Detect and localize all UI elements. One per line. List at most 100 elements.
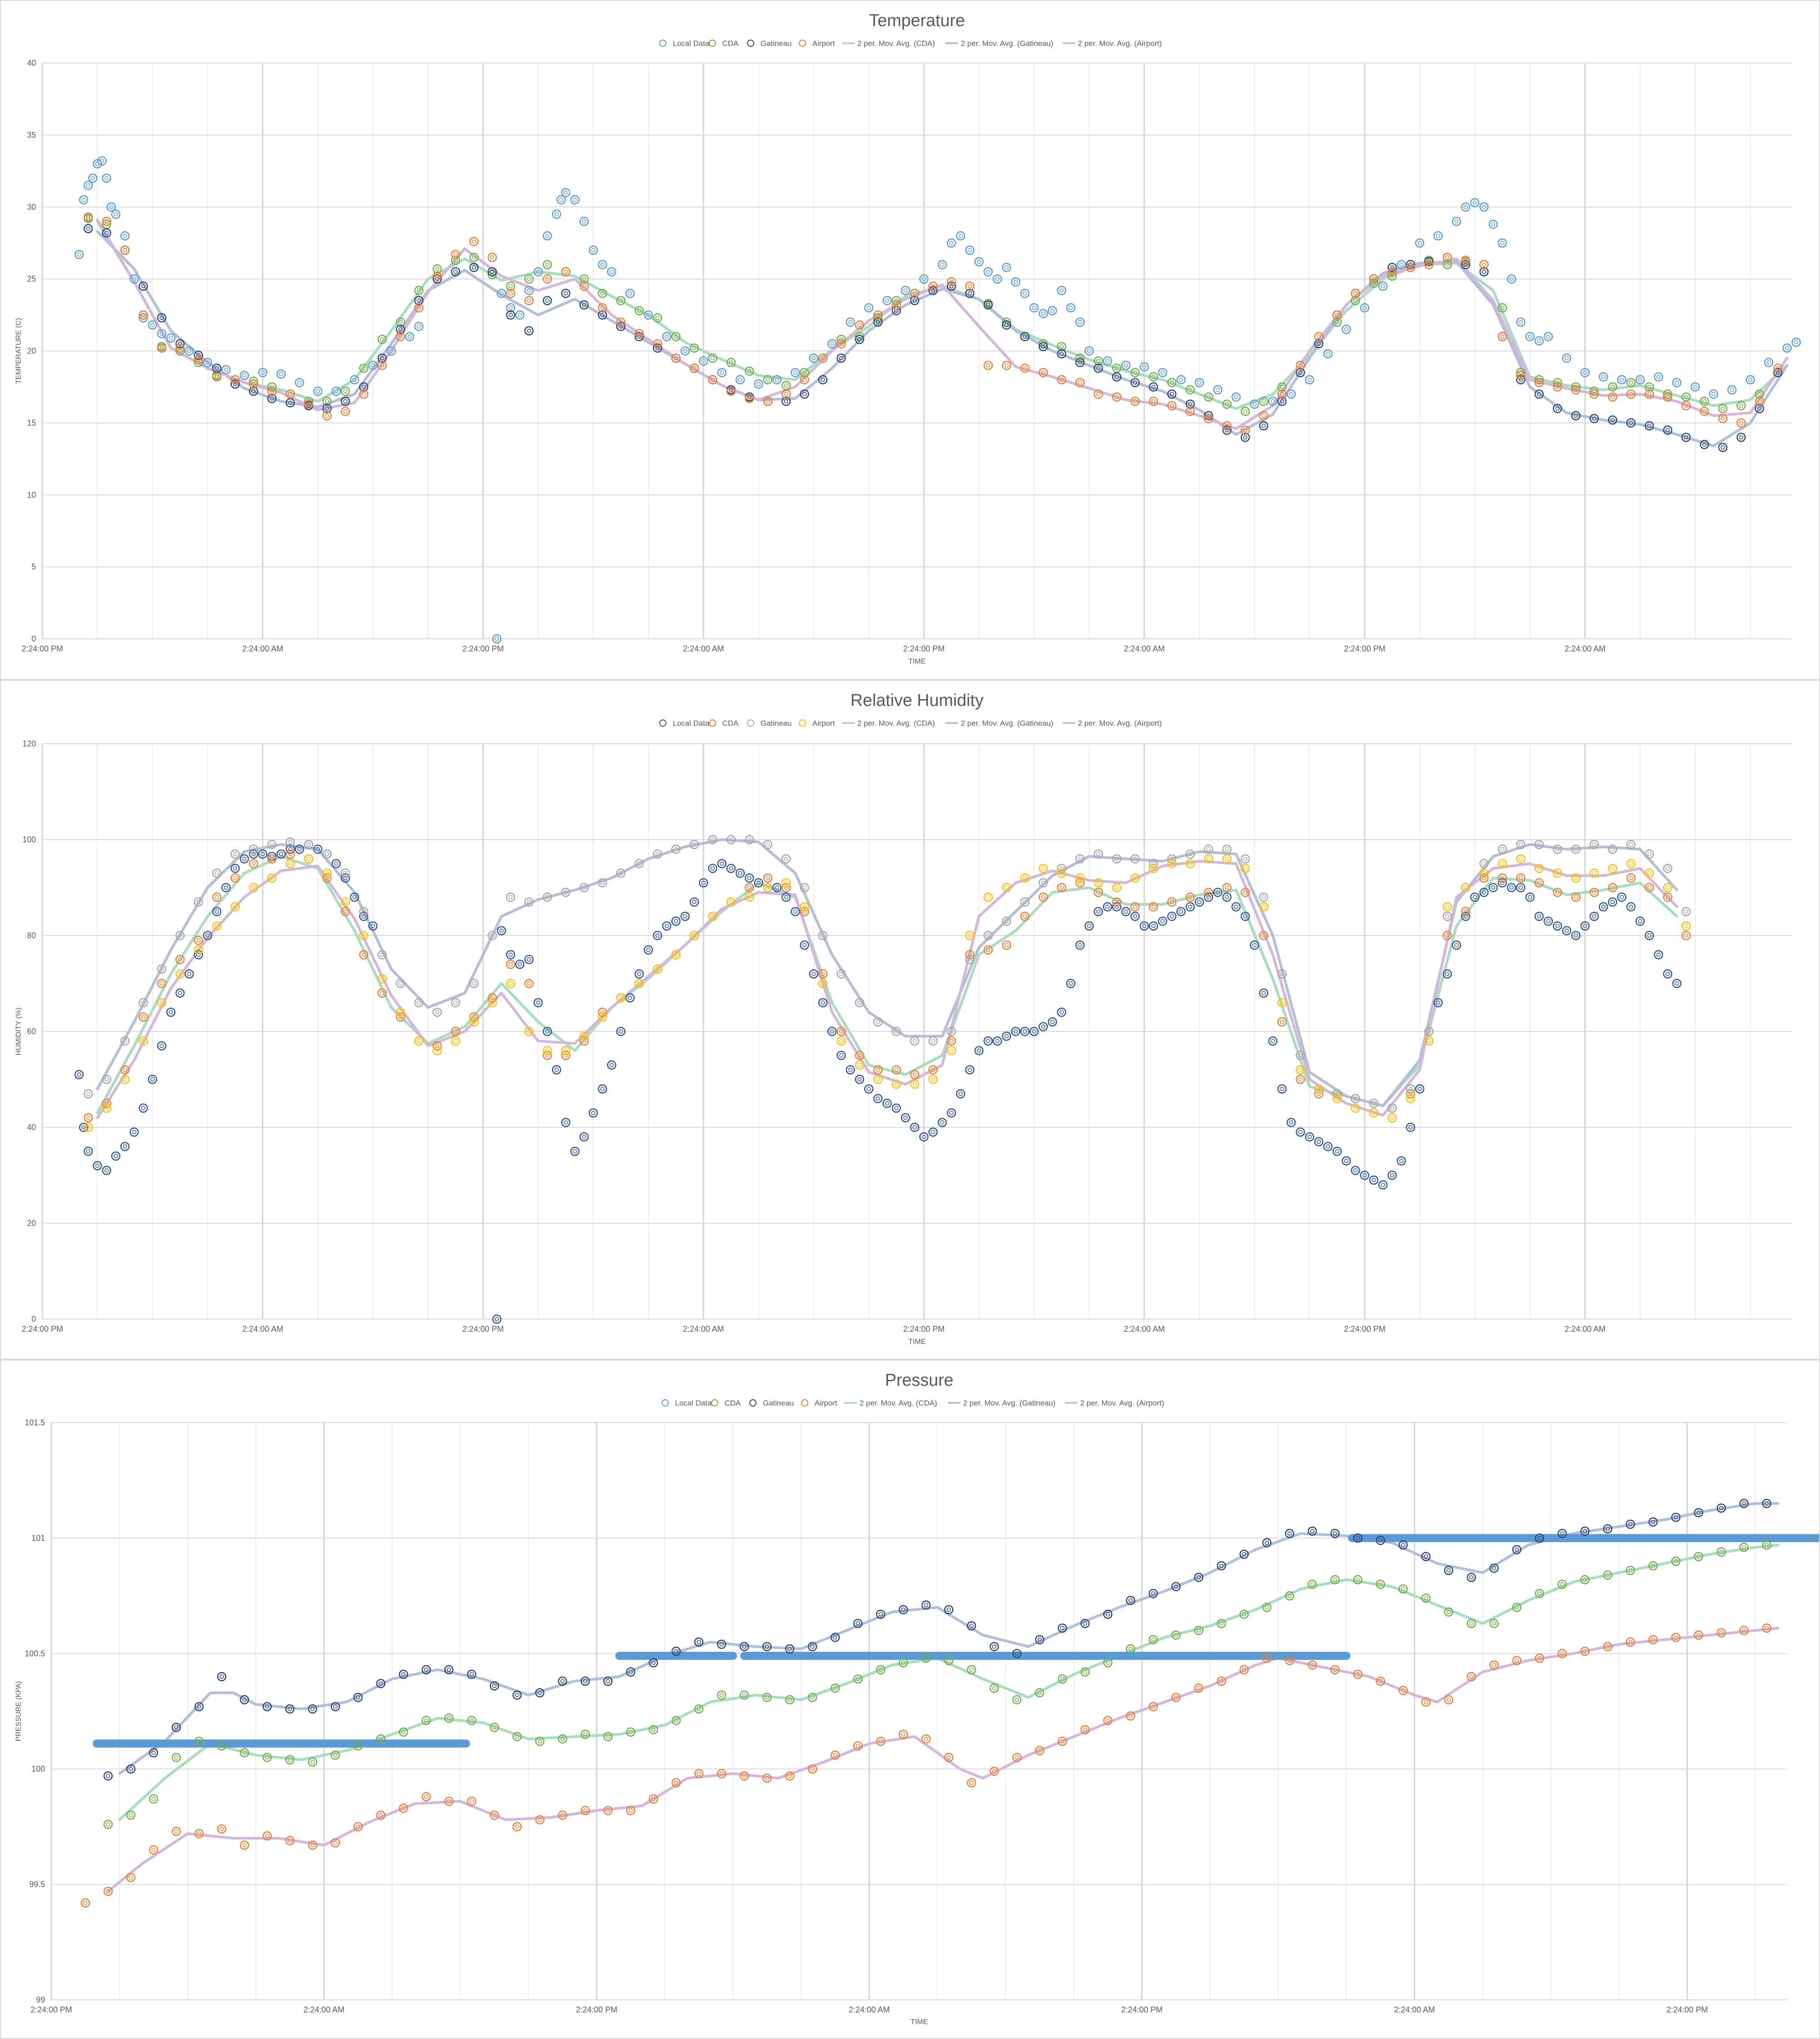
- data-point: [891, 1079, 901, 1089]
- data-point: [120, 1065, 130, 1075]
- x-tick-label: 2:24:00 AM: [1124, 1325, 1165, 1334]
- data-point: [1167, 389, 1177, 399]
- data-point: [414, 296, 424, 305]
- data-point: [103, 1820, 113, 1829]
- data-point: [740, 1690, 749, 1700]
- data-point: [1739, 1499, 1749, 1508]
- data-point: [1644, 389, 1654, 399]
- legend-label: 2 per. Mov. Avg. (Airport): [1078, 719, 1162, 728]
- data-point: [1467, 1619, 1476, 1628]
- data-point: [506, 303, 515, 312]
- data-point: [1498, 859, 1507, 868]
- data-point: [1369, 278, 1379, 288]
- data-point: [947, 1026, 956, 1036]
- data-point: [1489, 1563, 1499, 1573]
- x-tick-label: 2:24:00 AM: [303, 2005, 344, 2014]
- data-point: [157, 343, 167, 353]
- data-point: [644, 945, 653, 955]
- data-point: [1424, 1026, 1434, 1036]
- data-point: [1020, 912, 1030, 921]
- data-point: [120, 231, 130, 240]
- data-point: [1479, 267, 1489, 276]
- y-tick-label: 80: [27, 931, 36, 940]
- data-point: [203, 357, 212, 367]
- data-point: [873, 313, 883, 323]
- data-point: [1736, 401, 1746, 411]
- data-point: [285, 837, 295, 847]
- data-point: [1020, 873, 1030, 883]
- data-point: [1762, 1540, 1771, 1550]
- data-point: [353, 1741, 363, 1751]
- data-point: [1035, 1688, 1044, 1698]
- data-point: [340, 873, 350, 883]
- data-point: [469, 1017, 479, 1026]
- legend-marker-icon: [659, 40, 667, 47]
- data-point: [276, 849, 286, 859]
- data-point: [1369, 1099, 1379, 1108]
- data-point: [1149, 921, 1158, 931]
- data-point: [79, 1122, 89, 1132]
- x-tick-label: 2:24:00 PM: [903, 1325, 944, 1334]
- data-point: [561, 188, 570, 198]
- data-point: [1314, 339, 1323, 348]
- data-point: [1590, 868, 1599, 878]
- data-point: [467, 1716, 476, 1725]
- data-point: [1204, 887, 1213, 897]
- data-point: [1626, 1637, 1635, 1647]
- data-point: [1075, 854, 1085, 864]
- data-point: [836, 339, 846, 348]
- data-point: [1039, 368, 1048, 377]
- data-point: [396, 1012, 405, 1022]
- data-point: [561, 1051, 570, 1060]
- data-point: [899, 1605, 908, 1614]
- y-tick-label: 20: [27, 347, 36, 356]
- data-point: [1075, 873, 1085, 883]
- pressure-chart: Pressure 99 99.5 100 100.5 101 101.5 2:24:00 PM…: [15, 1371, 1819, 2026]
- data-point: [97, 156, 107, 166]
- data-point: [1516, 873, 1526, 883]
- data-point: [1057, 1623, 1067, 1633]
- data-point: [1498, 332, 1507, 341]
- data-point: [1194, 1683, 1204, 1693]
- data-point: [1479, 887, 1489, 897]
- data-point: [1644, 883, 1654, 892]
- data-point: [882, 1099, 892, 1108]
- data-point: [340, 897, 350, 907]
- legend-label: 2 per. Mov. Avg. (Airport): [1078, 39, 1162, 48]
- data-point: [1663, 425, 1672, 435]
- data-point: [598, 1012, 607, 1022]
- data-point: [285, 1836, 295, 1845]
- data-point: [1075, 357, 1085, 367]
- data-point: [353, 1822, 363, 1831]
- data-point: [1148, 1589, 1158, 1598]
- data-point: [1470, 198, 1480, 208]
- data-point: [799, 883, 809, 892]
- data-point: [148, 1075, 158, 1084]
- data-point: [535, 1688, 545, 1698]
- legend-label: Airport: [813, 39, 835, 48]
- data-point: [1755, 404, 1764, 413]
- data-point: [120, 1036, 130, 1046]
- data-point: [1608, 883, 1617, 892]
- legend-label: Local Data: [673, 719, 710, 728]
- data-point: [855, 1075, 864, 1084]
- data-point: [580, 1730, 590, 1739]
- data-point: [175, 346, 185, 356]
- data-point: [376, 1734, 386, 1744]
- data-point: [556, 195, 566, 205]
- data-point: [1608, 864, 1617, 873]
- data-point: [368, 361, 378, 370]
- data-point: [331, 859, 341, 868]
- data-point: [799, 940, 809, 950]
- data-point: [239, 371, 249, 380]
- data-point: [662, 332, 672, 341]
- data-point: [708, 835, 718, 845]
- data-point: [399, 1669, 408, 1679]
- data-point: [1139, 921, 1149, 931]
- data-point: [1241, 407, 1250, 416]
- data-point: [809, 969, 818, 979]
- data-point: [79, 195, 89, 205]
- data-point: [1626, 1565, 1635, 1575]
- data-point: [512, 1822, 522, 1831]
- legend-marker-icon: [661, 1399, 669, 1406]
